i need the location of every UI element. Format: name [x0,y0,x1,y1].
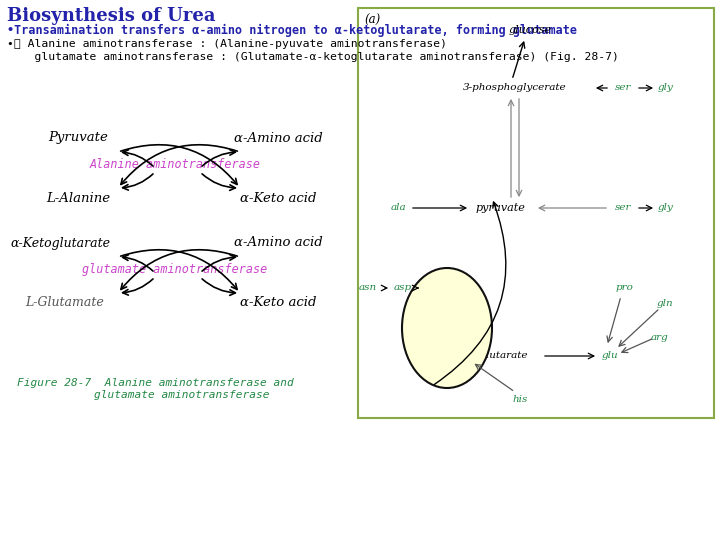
Text: L-Alanine: L-Alanine [46,192,110,205]
Text: Pyruvate: Pyruvate [48,132,108,145]
Text: Figure 28-7  Alanine aminotransferase and: Figure 28-7 Alanine aminotransferase and [17,378,293,388]
FancyBboxPatch shape [358,8,714,418]
Text: glutamate aminotransferase: glutamate aminotransferase [40,390,270,400]
Text: α-Keto acid: α-Keto acid [240,192,316,205]
Text: L-Glutamate: L-Glutamate [26,296,104,309]
Text: gln: gln [657,300,673,308]
Text: gly: gly [658,204,674,213]
Text: α-ketoglutarate: α-ketoglutarate [446,352,528,361]
Text: α-Amino acid: α-Amino acid [233,237,323,249]
Text: his: his [513,395,528,404]
Text: α-Ketoglutarate: α-Ketoglutarate [10,237,110,249]
Text: •Transamination transfers α-amino nitrogen to α-ketoglutarate, forming glutamate: •Transamination transfers α-amino nitrog… [7,24,577,37]
Text: ser: ser [615,84,631,92]
Text: Biosynthesis of Urea: Biosynthesis of Urea [7,7,215,25]
Text: ser: ser [615,204,631,213]
Text: ala: ala [390,204,406,213]
Text: •④ Alanine aminotransferase : (Alanine-pyuvate aminotransferase): •④ Alanine aminotransferase : (Alanine-p… [7,39,447,49]
Text: 3-phosphoglycerate: 3-phosphoglycerate [463,84,567,92]
Text: asn: asn [359,284,377,293]
Text: asp: asp [394,284,412,293]
Text: Alanine aminotransferase: Alanine aminotransferase [89,159,261,172]
Ellipse shape [402,268,492,388]
Text: gly: gly [658,84,674,92]
Text: glutamate aminotransferase: glutamate aminotransferase [82,264,268,276]
Text: α-Amino acid: α-Amino acid [233,132,323,145]
Text: OAA: OAA [423,283,448,293]
Text: α-Keto acid: α-Keto acid [240,296,316,309]
Text: pyruvate: pyruvate [475,203,525,213]
Text: (a): (a) [364,14,380,27]
Text: arg: arg [651,334,669,342]
Text: glu: glu [602,352,618,361]
Text: glutamate aminotransferase : (Glutamate-α-ketoglutarate aminotransferase) (Fig. : glutamate aminotransferase : (Glutamate-… [7,52,619,62]
Text: pro: pro [615,284,633,293]
Text: glucose: glucose [508,25,552,35]
